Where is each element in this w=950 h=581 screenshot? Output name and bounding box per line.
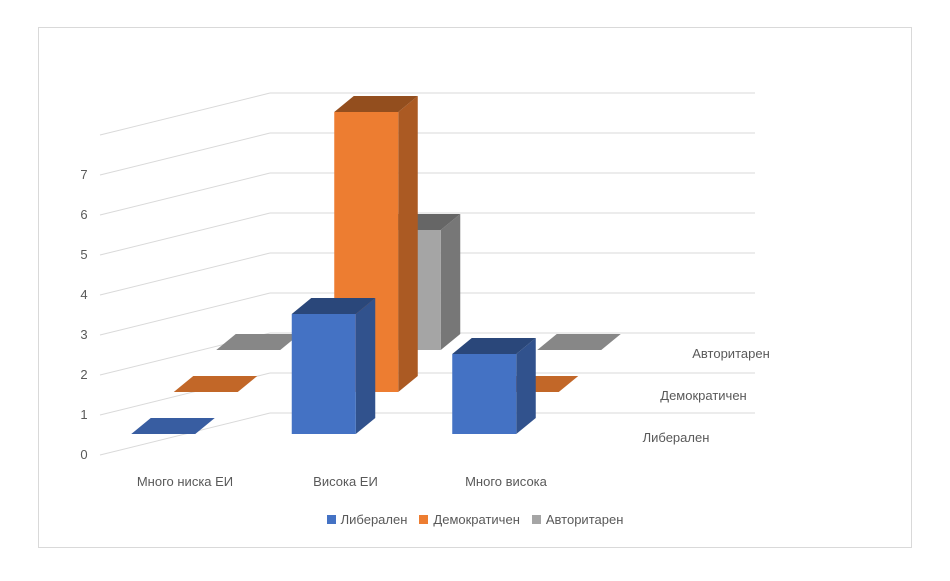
bar-top (291, 298, 376, 314)
y-tick-label: 0 (80, 447, 87, 462)
gridline-side (99, 132, 271, 176)
category-label: Висока ЕИ (313, 474, 378, 489)
bar-top (216, 334, 300, 350)
legend-swatch (419, 515, 429, 524)
legend-item: Демократичен (419, 512, 520, 527)
axis-labels: Много ниска ЕИ Висока ЕИ Много висока Либер… (137, 346, 770, 489)
bar-3-3 (537, 334, 621, 350)
bar-3-1 (216, 334, 300, 350)
category-label: Много висока (465, 474, 548, 489)
y-tick-label: 7 (80, 167, 87, 182)
gridline-side (99, 212, 271, 256)
y-tick-label: 4 (80, 287, 87, 302)
y-tick-label: 5 (80, 247, 87, 262)
category-label: Много ниска ЕИ (137, 474, 233, 489)
legend-swatch (531, 515, 541, 524)
bar-side (440, 214, 461, 350)
bar-1-3 (452, 338, 536, 434)
bar-top (334, 96, 418, 112)
legend-label: Либерален (340, 512, 408, 527)
legend-item: Либерален (326, 512, 408, 527)
bar-2-1 (173, 376, 258, 392)
bar-side (516, 338, 536, 434)
bar-1-2 (291, 298, 376, 434)
legend-swatch (326, 515, 336, 524)
y-tick-label: 6 (80, 207, 87, 222)
y-tick-label: 3 (80, 327, 87, 342)
bar-side (398, 96, 418, 392)
bar-top (452, 338, 536, 354)
bar-front (452, 354, 517, 434)
depth-axis-label: Авторитарен (692, 346, 770, 361)
legend: Либерален Демократичен Авторитарен (0, 512, 950, 527)
depth-axis-label: Демократичен (660, 388, 746, 403)
y-axis-ticks: 0 1 2 3 4 5 6 7 (80, 167, 87, 462)
y-tick-label: 1 (80, 407, 87, 422)
bars (131, 96, 621, 434)
bar-top (131, 418, 215, 434)
legend-label: Авторитарен (545, 512, 624, 527)
bar-1-1 (131, 418, 215, 434)
bar-top (173, 376, 258, 392)
legend-label: Демократичен (433, 512, 520, 527)
bar-side (355, 298, 376, 434)
bar-top (537, 334, 621, 350)
gridline-side (99, 292, 271, 336)
bar-front (291, 314, 356, 434)
depth-axis-label: Либерален (643, 430, 710, 445)
gridline-side (99, 252, 271, 296)
legend-item: Авторитарен (531, 512, 624, 527)
gridline-side (99, 92, 271, 136)
gridline-side (99, 172, 271, 216)
y-tick-label: 2 (80, 367, 87, 382)
